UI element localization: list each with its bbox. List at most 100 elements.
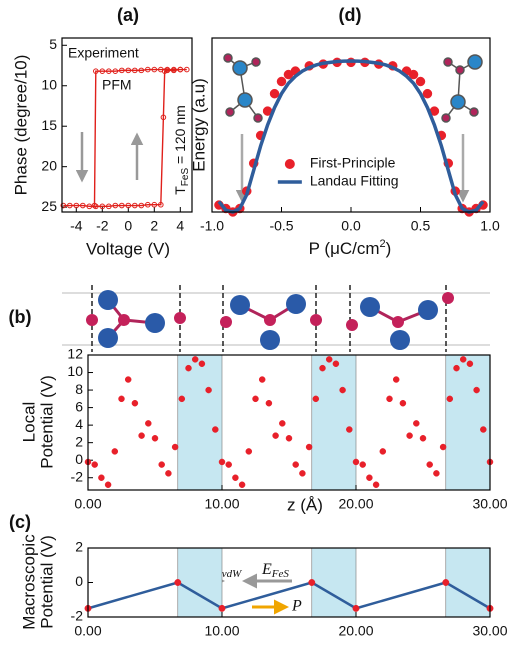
data-point bbox=[339, 386, 346, 394]
legend-label: First-Principle bbox=[310, 155, 396, 171]
data-point bbox=[112, 68, 119, 74]
data-point bbox=[165, 470, 172, 477]
x-tick-label: -2 bbox=[96, 218, 109, 234]
plot-frame bbox=[87, 547, 491, 618]
plot-frame bbox=[87, 354, 491, 491]
data-point bbox=[205, 386, 212, 394]
x-tick-label: 20.00 bbox=[338, 623, 373, 639]
annotation-sub: FeS bbox=[271, 568, 290, 580]
data-point bbox=[151, 66, 158, 73]
y-axis-title: Local bbox=[19, 402, 38, 443]
y-tick-label: 10 bbox=[67, 363, 83, 379]
data-point bbox=[112, 202, 119, 209]
shaded-region bbox=[311, 354, 357, 491]
data-point bbox=[352, 458, 360, 466]
data-point bbox=[73, 202, 80, 209]
x-tick-label: -4 bbox=[70, 218, 83, 234]
data-point bbox=[276, 76, 287, 87]
data-point bbox=[408, 69, 419, 80]
data-point bbox=[442, 579, 450, 586]
shaded-region bbox=[177, 547, 223, 618]
y-tick-label: 25 bbox=[41, 198, 57, 214]
x-tick-label: 20.00 bbox=[338, 496, 373, 512]
x-tick-label: 10.00 bbox=[204, 496, 239, 512]
data-point bbox=[308, 579, 316, 586]
data-point bbox=[145, 201, 151, 208]
data-point bbox=[91, 202, 98, 209]
legend-label: Landau Fitting bbox=[310, 173, 399, 189]
x-axis-title-sup: 2 bbox=[380, 238, 386, 250]
data-point bbox=[433, 470, 440, 477]
annotation-text: T bbox=[172, 186, 188, 195]
data-point bbox=[218, 458, 226, 466]
data-point bbox=[272, 432, 279, 439]
x-tick-label: 0.00 bbox=[74, 496, 101, 512]
panel-label: (a) bbox=[117, 5, 139, 25]
data-point bbox=[125, 67, 132, 74]
data-point bbox=[151, 435, 159, 442]
x-tick-label: 10.00 bbox=[204, 623, 239, 639]
data-point bbox=[184, 66, 190, 73]
data-point bbox=[419, 435, 427, 442]
data-point bbox=[332, 360, 340, 368]
data-point bbox=[265, 399, 273, 407]
data-point bbox=[446, 395, 454, 403]
data-point bbox=[439, 443, 447, 451]
data-point bbox=[386, 395, 393, 403]
data-point bbox=[459, 356, 467, 363]
y-tick-label: 0 bbox=[75, 451, 83, 467]
y-tick-label: 20 bbox=[41, 157, 57, 173]
x-tick-label: 30.00 bbox=[472, 623, 507, 639]
annotation: PFM bbox=[102, 77, 132, 93]
data-point bbox=[392, 376, 400, 383]
data-point bbox=[185, 364, 192, 372]
y-axis-title: Potential (V) bbox=[37, 375, 56, 469]
data-point bbox=[245, 448, 253, 455]
y-tick-label: 6 bbox=[75, 398, 83, 414]
data-point bbox=[258, 376, 266, 383]
data-point bbox=[238, 481, 246, 488]
y-axis-title: Phase (degree/10) bbox=[11, 55, 30, 196]
data-point bbox=[285, 435, 293, 442]
data-point bbox=[93, 68, 99, 74]
y-tick-label: 12 bbox=[67, 346, 83, 362]
data-point bbox=[118, 395, 125, 403]
y-tick-label: 8 bbox=[75, 381, 83, 397]
x-axis-title-tail: ) bbox=[386, 239, 392, 258]
data-point bbox=[319, 364, 326, 372]
data-point bbox=[174, 579, 182, 586]
y-tick-label: 10 bbox=[41, 76, 57, 92]
data-point bbox=[372, 481, 380, 488]
data-point bbox=[399, 399, 407, 407]
data-point bbox=[171, 443, 179, 451]
data-point bbox=[422, 88, 433, 99]
data-point bbox=[198, 360, 206, 368]
data-point bbox=[177, 66, 184, 73]
data-point bbox=[124, 376, 132, 383]
x-tick-label: 4 bbox=[176, 218, 184, 234]
y-tick-label: 2 bbox=[75, 433, 83, 449]
data-point bbox=[106, 68, 112, 74]
data-point bbox=[138, 432, 145, 439]
x-tick-label: 0 bbox=[124, 218, 132, 234]
data-point bbox=[131, 399, 139, 407]
data-point bbox=[158, 201, 164, 208]
data-point bbox=[60, 202, 67, 209]
x-tick-label: -0.5 bbox=[269, 218, 293, 234]
data-point bbox=[352, 604, 360, 612]
data-point bbox=[104, 481, 112, 488]
data-point bbox=[466, 360, 474, 368]
data-point bbox=[212, 426, 219, 433]
shaded-region bbox=[177, 354, 223, 491]
data-point bbox=[178, 395, 186, 403]
annotation: Experiment bbox=[68, 45, 139, 61]
y-tick-label: -2 bbox=[71, 468, 84, 484]
data-point bbox=[99, 203, 106, 210]
annotation-text: E bbox=[261, 561, 272, 578]
data-point bbox=[305, 443, 313, 451]
x-tick-label: 0.5 bbox=[411, 218, 431, 234]
panel-label: (d) bbox=[339, 5, 362, 25]
y-tick-label: 4 bbox=[75, 416, 83, 432]
annotation-sub: vdW bbox=[222, 568, 242, 580]
